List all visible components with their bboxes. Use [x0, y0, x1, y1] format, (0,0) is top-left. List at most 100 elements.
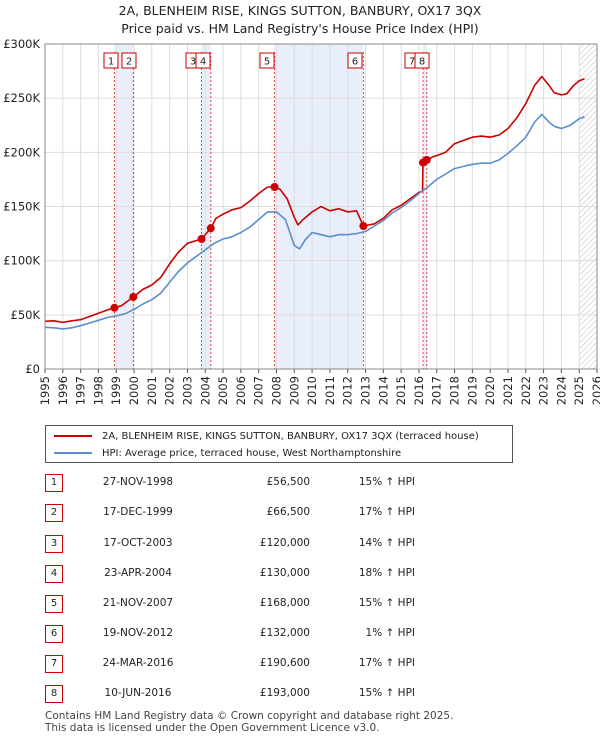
x-tick-label: 1999 — [109, 376, 123, 405]
sale-point — [129, 292, 138, 301]
sale-label-number: 7 — [409, 57, 415, 68]
x-tick-label: 2016 — [412, 376, 426, 405]
sale-label-number: 8 — [419, 57, 425, 68]
x-tick-label: 2008 — [269, 376, 283, 405]
price-paid-line — [44, 75, 585, 324]
sale-date: 10-JUN-2016 — [104, 687, 172, 699]
sale-number: 6 — [45, 625, 63, 643]
sale-point — [359, 222, 368, 230]
x-tick-label: 2024 — [554, 376, 568, 405]
sale-point — [422, 155, 431, 164]
y-tick-label: £50K — [11, 308, 41, 322]
x-tick-label: 2022 — [519, 376, 533, 405]
chart-subtitle: Price paid vs. HM Land Registry's House … — [121, 21, 479, 36]
sale-label-frame — [347, 52, 363, 69]
x-tick-label: 1995 — [38, 376, 52, 405]
y-tick-label: £200K — [3, 145, 40, 159]
table-row: 3 17-OCT-2003 £120,000 14% ↑ HPI — [45, 535, 465, 553]
x-tick-label: 2012 — [341, 376, 355, 405]
sale-label-frame — [195, 52, 211, 69]
x-tick-label: 2026 — [590, 376, 600, 405]
legend-swatch-hpi — [54, 452, 92, 454]
sale-date: 23-APR-2004 — [104, 567, 172, 579]
table-row: 2 17-DEC-1999 £66,500 17% ↑ HPI — [45, 504, 465, 522]
sale-date: 27-NOV-1998 — [102, 476, 174, 488]
legend: 2A, BLENHEIM RISE, KINGS SUTTON, BANBURY… — [45, 425, 513, 463]
sale-label-number: 3 — [190, 57, 196, 68]
sale-date: 19-NOV-2012 — [102, 627, 174, 639]
sale-label-number: 4 — [200, 57, 206, 68]
sale-price: £66,500 — [266, 506, 310, 518]
x-tick-label: 2000 — [127, 376, 141, 405]
x-tick-label: 2019 — [465, 376, 479, 405]
sale-price: £190,600 — [259, 657, 310, 669]
legend-label-price: 2A, BLENHEIM RISE, KINGS SUTTON, BANBURY… — [102, 430, 479, 442]
sale-price: £168,000 — [259, 597, 310, 609]
sale-hpi: 15% ↑ HPI — [358, 476, 415, 488]
table-row: 4 23-APR-2004 £130,000 18% ↑ HPI — [45, 565, 465, 583]
footer-licence: This data is licensed under the Open Gov… — [45, 722, 380, 734]
sale-label-frame — [259, 52, 275, 69]
x-tick-label: 2020 — [483, 376, 497, 405]
sale-date: 17-DEC-1999 — [103, 506, 173, 518]
x-tick-label: 1998 — [91, 376, 105, 405]
sale-date: 24-MAR-2016 — [102, 657, 174, 669]
sale-label-box: 2 — [121, 52, 137, 69]
x-tick-label: 2023 — [537, 376, 551, 405]
sale-number: 1 — [45, 474, 63, 492]
sale-label-number: 2 — [126, 57, 132, 68]
x-tick-label: 2017 — [430, 376, 444, 405]
x-tick-label: 2025 — [572, 376, 586, 405]
x-tick-label: 2009 — [287, 376, 301, 405]
x-tick-label: 2021 — [501, 376, 515, 405]
x-tick-label: 2015 — [394, 376, 408, 405]
sale-label-box: 8 — [414, 52, 430, 69]
legend-swatch-price — [54, 435, 92, 437]
x-tick-label: 2007 — [252, 376, 266, 405]
chart-title: 2A, BLENHEIM RISE, KINGS SUTTON, BANBURY… — [118, 3, 482, 18]
x-tick-label: 2018 — [448, 376, 462, 405]
sale-hpi: 18% ↑ HPI — [358, 567, 415, 579]
table-row: 1 27-NOV-1998 £56,500 15% ↑ HPI — [45, 474, 465, 492]
x-tick-label: 2014 — [376, 376, 390, 405]
x-tick-label: 2002 — [163, 376, 177, 405]
sale-number: 2 — [45, 504, 63, 522]
sale-price: £120,000 — [259, 537, 310, 549]
sale-label-box: 5 — [259, 52, 275, 69]
table-row: 8 10-JUN-2016 £193,000 15% ↑ HPI — [45, 685, 465, 703]
hpi-line — [44, 113, 585, 330]
sale-hpi: 14% ↑ HPI — [358, 537, 415, 549]
sale-hpi: 15% ↑ HPI — [358, 687, 415, 699]
legend-item-price: 2A, BLENHEIM RISE, KINGS SUTTON, BANBURY… — [54, 428, 479, 444]
y-tick-label: £250K — [3, 91, 40, 105]
price-chart: £0 £50K £100K £150K £200K £250K £300K 1995 1996 1… — [3, 37, 600, 405]
x-tick-label: 2013 — [359, 376, 373, 405]
sale-hpi: 17% ↑ HPI — [358, 506, 415, 518]
sale-label-number: 6 — [352, 57, 358, 68]
footer-copyright: Contains HM Land Registry data © Crown c… — [45, 710, 454, 722]
x-tick-label: 2003 — [180, 376, 194, 405]
sale-label-box: 6 — [347, 52, 363, 69]
footer: Contains HM Land Registry data © Crown c… — [45, 710, 453, 734]
sale-date: 17-OCT-2003 — [103, 537, 173, 549]
sale-label-frame — [121, 52, 137, 69]
sale-point — [270, 183, 279, 191]
y-tick-label: £300K — [3, 37, 40, 51]
x-tick-label: 1997 — [74, 376, 88, 405]
sale-label-box: 1 — [103, 52, 119, 69]
sale-label-number: 1 — [108, 57, 114, 68]
legend-item-hpi: HPI: Average price, terraced house, West… — [54, 445, 401, 461]
sale-point — [110, 303, 119, 312]
y-tick-label: £0 — [25, 362, 40, 376]
sale-hpi: 1% ↑ HPI — [365, 627, 415, 639]
sale-number: 4 — [45, 565, 63, 583]
table-row: 6 19-NOV-2012 £132,000 1% ↑ HPI — [45, 625, 465, 643]
table-row: 5 21-NOV-2007 £168,000 15% ↑ HPI — [45, 595, 465, 613]
sale-point — [197, 235, 206, 243]
sale-price: £130,000 — [259, 567, 310, 579]
sale-label-number: 5 — [264, 57, 270, 68]
sale-number: 8 — [45, 685, 63, 703]
sale-price: £193,000 — [259, 687, 310, 699]
x-tick-label: 1996 — [56, 376, 70, 405]
x-tick-label: 2004 — [198, 376, 212, 405]
